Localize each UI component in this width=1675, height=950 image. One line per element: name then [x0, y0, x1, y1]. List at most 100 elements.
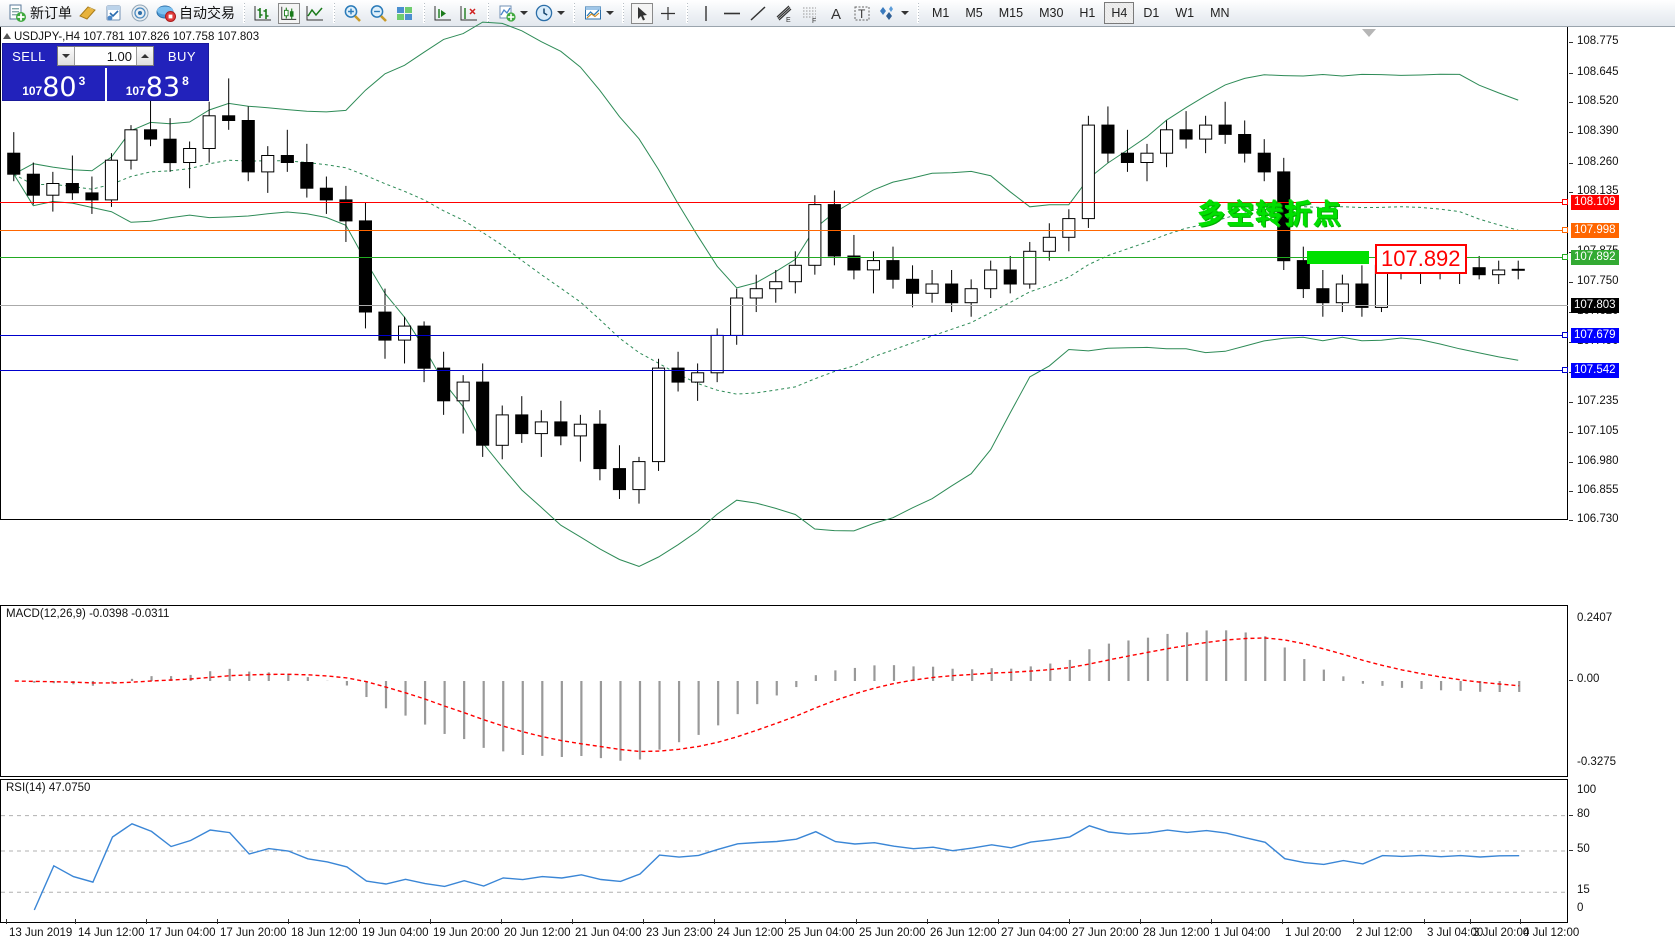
chevron-down-icon-2[interactable] — [557, 11, 565, 15]
toolbar-separator-5 — [573, 3, 575, 23]
metaeditor-button[interactable] — [75, 1, 101, 25]
horizontal-line-icon[interactable] — [721, 3, 743, 24]
svg-text:T: T — [858, 7, 866, 21]
chevron-down-icon[interactable] — [520, 11, 528, 15]
level-line[interactable] — [0, 335, 1568, 336]
level-line[interactable] — [0, 257, 1568, 258]
volume-stepper[interactable]: 1.00 — [57, 46, 154, 66]
macd-pane[interactable]: MACD(12,26,9) -0.0398 -0.0311 — [0, 605, 1568, 777]
toolbar-separator — [243, 3, 245, 23]
timeframe-h1[interactable]: H1 — [1079, 6, 1096, 20]
time-tick — [146, 919, 147, 924]
fibonacci-icon[interactable]: F — [799, 3, 821, 25]
timeframe-m1[interactable]: M1 — [932, 6, 950, 20]
periods-button[interactable] — [531, 1, 568, 25]
time-tick — [501, 919, 502, 924]
vertical-line-icon[interactable] — [695, 3, 717, 24]
time-tick-label: 3 Jul 04:00 — [1427, 927, 1484, 939]
level-line[interactable] — [0, 370, 1568, 371]
rsi-pane[interactable]: RSI(14) 47.0750 — [0, 779, 1568, 923]
shift-end-icon[interactable] — [432, 3, 454, 24]
price-tick-label: 108.775 — [1577, 35, 1619, 48]
time-tick-label: 28 Jun 12:00 — [1143, 927, 1210, 939]
zoom-out-icon[interactable] — [368, 3, 390, 24]
one-click-trading-panel[interactable]: SELL 1.00 BUY 107 80 3 — [2, 43, 209, 101]
auto-scroll-icon[interactable] — [458, 3, 480, 24]
price-level-flag[interactable]: 107.892 — [1571, 250, 1619, 265]
level-line[interactable] — [0, 305, 1568, 306]
volume-increment-icon[interactable] — [136, 47, 153, 65]
expert-advisors-button[interactable] — [101, 1, 127, 25]
timeframe-w1[interactable]: W1 — [1175, 6, 1195, 20]
periods-icon — [534, 3, 554, 23]
sell-price-cell[interactable]: 107 80 3 — [3, 68, 107, 101]
timeframe-d1[interactable]: D1 — [1143, 6, 1160, 20]
volume-value[interactable]: 1.00 — [106, 49, 132, 64]
time-tick-label: 27 Jun 04:00 — [1001, 927, 1068, 939]
autotrading-icon — [156, 3, 176, 23]
toolbar-separator-8 — [917, 3, 919, 23]
shapes-icon — [878, 3, 898, 23]
time-tick — [75, 919, 76, 924]
chart-area[interactable]: USDJPY-,H4 107.781 107.826 107.758 107.8… — [0, 21, 1675, 950]
time-tick-label: 17 Jun 04:00 — [149, 927, 216, 939]
text-box-icon[interactable]: T — [851, 3, 873, 24]
timeframe-m30[interactable]: M30 — [1039, 6, 1064, 20]
time-tick-label: 20 Jun 12:00 — [504, 927, 571, 939]
timeframe-mn[interactable]: MN — [1210, 6, 1230, 20]
main-price-pane[interactable] — [0, 27, 1568, 520]
toolbar-separator-2 — [333, 3, 335, 23]
one-click-price-row: 107 80 3 107 83 8 — [3, 68, 208, 101]
templates-button[interactable] — [580, 1, 617, 25]
autotrading-button[interactable]: 自动交易 — [153, 1, 238, 25]
level-line-handle[interactable] — [1562, 332, 1568, 338]
price-level-flag[interactable]: 107.803 — [1571, 298, 1619, 313]
bar-chart-icon[interactable] — [252, 3, 274, 24]
zoom-in-icon[interactable] — [342, 3, 364, 24]
metaeditor-icon — [78, 3, 98, 23]
sell-button-label[interactable]: SELL — [12, 48, 46, 64]
level-line[interactable] — [0, 202, 1568, 203]
level-line-handle[interactable] — [1562, 367, 1568, 373]
rsi-label: RSI(14) 47.0750 — [6, 782, 91, 794]
indicators-button[interactable] — [494, 1, 531, 25]
new-order-button[interactable]: 新订单 — [4, 1, 75, 25]
text-label-icon[interactable]: A — [825, 3, 847, 24]
timeframe-m5[interactable]: M5 — [965, 6, 983, 20]
price-highlight-bar — [1307, 251, 1369, 264]
level-line-handle[interactable] — [1562, 199, 1568, 205]
cursor-icon[interactable] — [631, 2, 653, 24]
price-level-flag[interactable]: 107.998 — [1571, 223, 1619, 238]
timeframe-h4[interactable]: H4 — [1104, 2, 1135, 24]
timeframe-m15[interactable]: M15 — [998, 6, 1024, 20]
buy-price-cell[interactable]: 107 83 8 — [107, 68, 209, 101]
macd-axis: 0.2407 0.00 -0.3275 — [1569, 605, 1675, 777]
level-line[interactable] — [0, 230, 1568, 231]
price-level-flag[interactable]: 108.109 — [1571, 195, 1619, 210]
level-line-handle[interactable] — [1562, 254, 1568, 260]
level-line-handle[interactable] — [1562, 227, 1568, 233]
price-level-flag[interactable]: 107.679 — [1571, 328, 1619, 343]
shapes-button[interactable] — [875, 1, 912, 25]
chevron-down-icon-4[interactable] — [901, 11, 909, 15]
crosshair-icon[interactable] — [657, 3, 679, 24]
rsi-tick-label: 80 — [1577, 807, 1590, 820]
price-axis[interactable]: 108.775 108.645 108.520 108.390 108.260 108.1… — [1569, 27, 1675, 525]
buy-button-label[interactable]: BUY — [167, 48, 197, 64]
signals-button[interactable] — [127, 1, 153, 25]
price-level-flag[interactable]: 107.542 — [1571, 363, 1619, 378]
price-tick-label: 108.260 — [1577, 155, 1619, 168]
price-tick-label: 107.750 — [1577, 274, 1619, 287]
candlestick-chart-icon[interactable] — [278, 2, 300, 24]
volume-dropdown-icon[interactable] — [58, 47, 75, 65]
chevron-down-icon-3[interactable] — [606, 11, 614, 15]
trendline-icon[interactable] — [747, 3, 769, 24]
time-tick-label: 14 Jun 12:00 — [78, 927, 145, 939]
main-toolbar: 新订单 — [0, 0, 1675, 27]
line-chart-icon[interactable] — [304, 3, 326, 24]
data-window-icon[interactable] — [394, 3, 416, 24]
equidistant-channel-icon[interactable]: E — [773, 3, 795, 24]
expert-advisors-icon — [104, 3, 124, 23]
chart-scroll-marker-icon[interactable] — [1362, 29, 1376, 37]
time-tick — [927, 919, 928, 924]
